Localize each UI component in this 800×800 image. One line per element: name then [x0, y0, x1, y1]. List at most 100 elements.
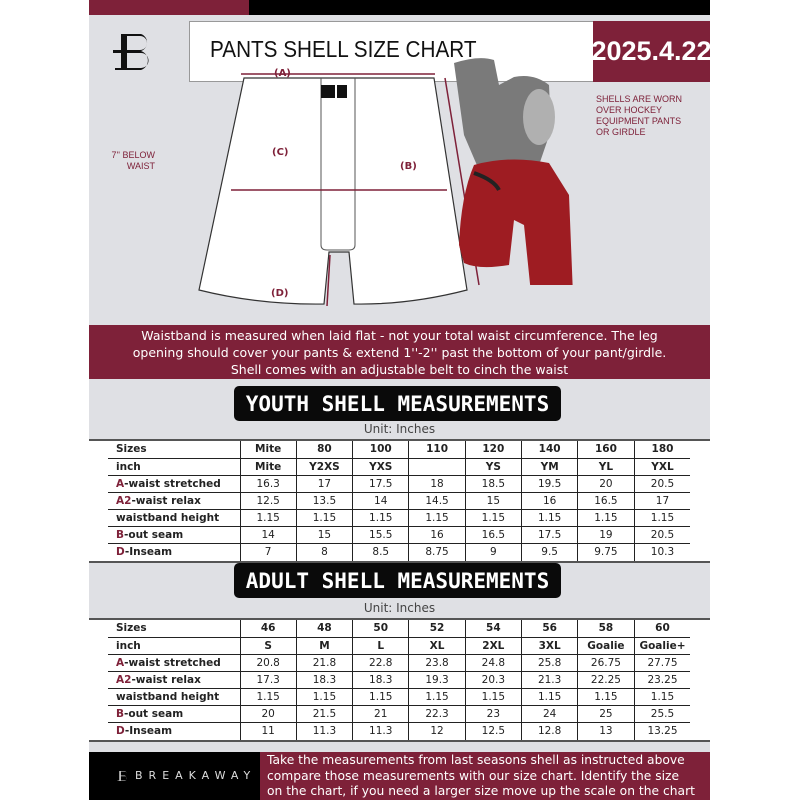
top-bar: [249, 0, 710, 15]
table-cell: 22.25: [577, 671, 635, 689]
adult-heading: ADULT SHELL MEASUREMENTS: [234, 563, 561, 598]
table-cell: Mite: [239, 441, 297, 459]
row-label: A-waist stretched: [108, 654, 240, 672]
youth-heading: YOUTH SHELL MEASUREMENTS: [234, 386, 561, 421]
size-chart-poster: PANTS SHELL SIZE CHART 2025.4.22 (A) (C)…: [89, 0, 710, 800]
table-cell: 1.15: [239, 688, 297, 706]
page-title: PANTS SHELL SIZE CHART: [210, 36, 477, 62]
note-line: OVER HOCKEY: [596, 105, 663, 115]
table-cell: 20: [239, 705, 297, 724]
banner-line: Shell comes with an adjustable belt to c…: [230, 362, 569, 377]
table-cell: 1.15: [295, 509, 353, 527]
measuring-instructions-banner: Waistband is measured when laid flat - n…: [89, 325, 710, 379]
row-label: A2-waist relax: [108, 671, 240, 689]
table-cell: 8.75: [408, 543, 466, 561]
table-cell: 24.8: [464, 654, 522, 672]
row-label-text: inch: [116, 460, 141, 473]
table-cell: 1.15: [633, 688, 691, 706]
adult-table: Sizes 46 48 50 52 54 56 58 60 inch S M L XL 2XL 3XL Goal…: [89, 618, 710, 742]
table-cell: 17: [295, 475, 353, 493]
below-waist-note: 7'' BELOW WAIST: [99, 150, 155, 172]
table-cell: 12.5: [464, 722, 522, 740]
date-badge: 2025.4.22: [591, 21, 710, 82]
table-cell: 20: [577, 475, 635, 493]
table-cell: 14: [352, 492, 409, 510]
measure-mark: A2: [116, 494, 132, 507]
row-label: A2-waist relax: [108, 492, 240, 510]
brand-name: BREAKAWAY: [135, 769, 257, 782]
breakaway-logo-icon: [113, 34, 149, 70]
row-label-text: -waist stretched: [124, 656, 221, 669]
label-d: (D): [271, 288, 289, 299]
youth-table: Sizes Mite 80 100 110 120 140 160 180 inch Mite Y2X…: [89, 439, 710, 563]
table-cell: YM: [520, 458, 578, 476]
row-label: inch: [108, 637, 240, 655]
measure-mark: A: [116, 477, 125, 490]
footer-instructions: Take the measurements from last seasons …: [260, 752, 710, 800]
measure-line-d: [326, 254, 331, 307]
row-label-text: -Inseam: [124, 546, 173, 559]
table-row: A-waist stretched 16.3 17 17.5 18 18.5 19.5 20 2…: [108, 475, 691, 493]
table-cell: 1.15: [520, 688, 578, 706]
table-cell: 14: [239, 526, 297, 545]
table-cell: 54: [464, 620, 522, 638]
measure-mark: A: [116, 656, 125, 669]
label-b: (B): [400, 161, 417, 172]
table-cell: 18.5: [464, 475, 522, 493]
row-label-text: waistband height: [116, 690, 220, 703]
table-cell: 1.15: [408, 509, 466, 527]
row-label: waistband height: [108, 688, 240, 706]
row-label: waistband height: [108, 509, 240, 527]
table-cell: Goalie: [577, 637, 635, 655]
table-cell: 21.8: [295, 654, 353, 672]
table-cell: 17: [633, 492, 691, 510]
banner-line: Waistband is measured when laid flat - n…: [141, 328, 658, 343]
table-cell: 17.5: [520, 526, 578, 545]
label-a: (A): [274, 68, 291, 79]
row-label: B-out seam: [108, 526, 240, 545]
table-cell: 20.3: [464, 671, 522, 689]
table-cell: 16.3: [239, 475, 297, 493]
row-label-text: inch: [116, 639, 141, 652]
adult-unit: Unit: Inches: [363, 601, 436, 615]
table-row: Sizes 46 48 50 52 54 56 58 60: [108, 620, 691, 638]
table-cell: 18: [408, 475, 466, 493]
table-cell: Goalie+: [633, 637, 691, 655]
row-label: Sizes: [108, 620, 240, 638]
table-row: inch Mite Y2XS YXS YS YM YL YXL: [108, 458, 691, 476]
table-cell: Y2XS: [295, 458, 353, 476]
table-cell: 1.15: [633, 509, 691, 527]
table-row: D-Inseam 7 8 8.5 8.75 9 9.5 9.75 10.3: [108, 543, 691, 561]
table-cell: 16: [520, 492, 578, 510]
row-label-text: -waist relax: [131, 494, 201, 507]
table-cell: 120: [464, 441, 522, 459]
table-cell: YXL: [633, 458, 691, 476]
table-cell: 9.5: [520, 543, 578, 561]
table-cell: 9.75: [577, 543, 635, 561]
table-cell: 13.5: [295, 492, 353, 510]
table-cell: 58: [577, 620, 635, 638]
banner-line: opening should cover your pants & extend…: [132, 345, 667, 360]
table-cell: 19: [577, 526, 635, 545]
table-cell: 23.25: [633, 671, 691, 689]
table-cell: 8.5: [352, 543, 409, 561]
table-cell: 140: [520, 441, 578, 459]
table-cell: 21.3: [520, 671, 578, 689]
table-cell: 100: [352, 441, 409, 459]
table-cell: 21.5: [295, 705, 353, 724]
measure-mark: D: [116, 546, 125, 559]
table-cell: 110: [408, 441, 466, 459]
table-cell: 25: [577, 705, 635, 724]
table-row: inch S M L XL 2XL 3XL Goalie Goalie+: [108, 637, 691, 655]
table-cell: 25.5: [633, 705, 691, 724]
table-cell: 11.3: [352, 722, 409, 740]
table-row: Sizes Mite 80 100 110 120 140 160 180: [108, 441, 691, 459]
table-cell: 56: [520, 620, 578, 638]
table-cell: 17.3: [239, 671, 297, 689]
row-label: D-Inseam: [108, 723, 240, 740]
table-cell: S: [239, 637, 297, 655]
table-cell: 11.3: [295, 722, 353, 740]
footer-brand: BREAKAWAY: [89, 752, 260, 800]
table-row: D-Inseam 11 11.3 11.3 12 12.5 12.8 13 13.25: [108, 722, 691, 740]
note-line: OR GIRDLE: [596, 127, 646, 137]
